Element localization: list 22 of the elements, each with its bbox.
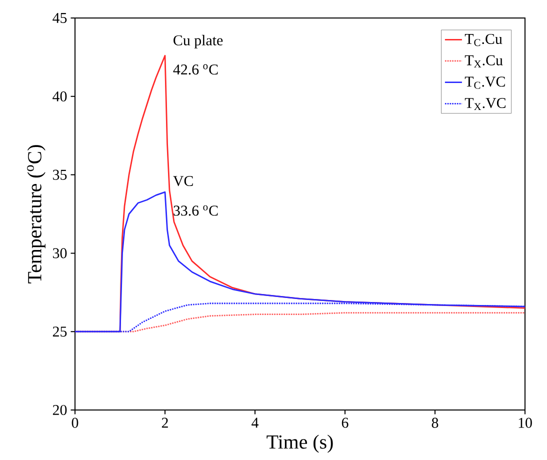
y-tick-label: 35 — [53, 170, 67, 180]
annotation: VC — [173, 176, 193, 186]
y-tick-label: 40 — [52, 91, 67, 102]
x-tick-label: 6 — [342, 418, 348, 428]
annotation: 42.6 $^{o}$C — [173, 64, 218, 75]
x-tick-label: 8 — [432, 418, 438, 428]
x-axis-title: Time (s) — [266, 434, 333, 453]
legend-label: T$_{X}$.Cu — [464, 55, 503, 68]
annotation: Cu plate — [174, 34, 223, 48]
x-tick-label: 4 — [252, 418, 258, 428]
annotation: 33.6 $^{o}$C — [174, 205, 218, 216]
x-tick-label: 0 — [72, 418, 78, 428]
legend-label: T$_{C}$.VC — [464, 76, 505, 89]
legend-label: T$_{X}$.VC — [464, 98, 506, 110]
legend-label: T$_{C}$.Cu — [464, 34, 502, 46]
y-axis-title: Temperature ($^{o}$C) — [27, 145, 46, 284]
y-tick-label: 45 — [52, 13, 67, 23]
x-tick-label: 2 — [162, 418, 168, 428]
y-tick-label: 20 — [52, 404, 67, 416]
x-tick-label: 10 — [518, 418, 532, 428]
y-tick-label: 30 — [53, 248, 67, 258]
y-tick-label: 25 — [52, 326, 67, 337]
